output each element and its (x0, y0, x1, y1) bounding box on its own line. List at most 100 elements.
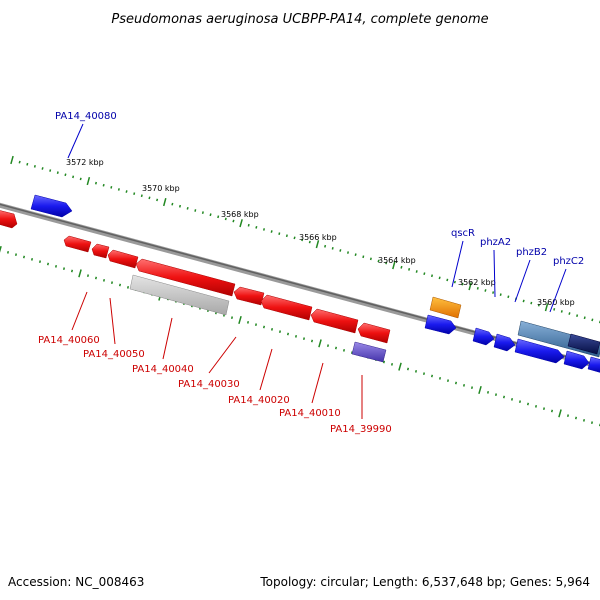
inner-tick-minor (310, 339, 314, 343)
label-PA14_40060[interactable]: PA14_40060 (38, 335, 100, 346)
outer-tick-major (86, 177, 91, 186)
label-PA14_40050[interactable]: PA14_40050 (83, 349, 145, 360)
inner-tick-minor (22, 255, 26, 259)
inner-tick-minor (30, 258, 34, 261)
gene-phzC2[interactable] (514, 338, 565, 364)
inner-tick-minor (438, 377, 442, 380)
inner-tick-minor (126, 286, 130, 289)
outer-tick-minor (102, 183, 105, 187)
inner-tick-major (78, 269, 82, 278)
outer-tick-minor (270, 230, 273, 233)
outer-tick-minor (408, 268, 411, 271)
inner-tick-minor (462, 384, 466, 387)
label-qscR[interactable]: qscR (451, 228, 475, 239)
gene-phzA2[interactable] (472, 327, 495, 346)
outer-tick-minor (64, 173, 67, 177)
gene-PA14_40050[interactable] (107, 249, 139, 269)
label-PA14_40030[interactable]: PA14_40030 (178, 379, 240, 390)
outer-tick-minor (507, 295, 510, 299)
ruler-label-3560: 3560 kbp (537, 298, 575, 307)
label-PA14_40020[interactable]: PA14_40020 (228, 395, 290, 406)
outer-tick-major (544, 303, 549, 312)
accession-text: Accession: NC_008463 (8, 575, 144, 589)
outer-tick-minor (110, 186, 113, 189)
inner-tick-minor (590, 421, 594, 424)
outer-tick-minor (171, 202, 174, 206)
outer-tick-minor (301, 238, 304, 242)
gene-reverse-edge[interactable] (0, 210, 18, 229)
inner-tick-major (318, 339, 322, 348)
map-title: Pseudomonas aeruginosa UCBPP-PA14, compl… (111, 12, 488, 27)
outer-tick-major (392, 261, 396, 270)
outer-tick-minor (438, 276, 441, 280)
gene-phzD2-navy[interactable] (567, 333, 600, 355)
gene-phzE2[interactable] (563, 350, 590, 370)
gene-PA14_40010[interactable] (310, 308, 359, 334)
label-phzC2[interactable]: phzC2 (553, 256, 584, 267)
outer-tick-minor (339, 249, 342, 252)
outer-ruler-ticks (10, 155, 600, 324)
outer-tick-minor (560, 310, 563, 313)
outer-tick-minor (492, 291, 495, 294)
inner-tick-minor (494, 393, 498, 396)
outer-tick-major (315, 240, 320, 249)
gene-phzF2[interactable] (587, 356, 600, 373)
inner-tick-major (238, 315, 242, 325)
label-PA14_39990[interactable]: PA14_39990 (330, 424, 392, 435)
outer-tick-minor (262, 228, 266, 231)
outer-tick-minor (41, 167, 44, 170)
inner-tick-minor (566, 414, 570, 417)
outer-tick-minor (530, 301, 533, 305)
outer-tick-minor (362, 255, 365, 259)
outer-tick-minor (453, 280, 456, 284)
gene-phzB2[interactable] (493, 333, 516, 352)
outer-tick-minor (18, 160, 21, 164)
gene-PA14_40055[interactable] (91, 243, 110, 259)
gene-qscR[interactable] (429, 296, 462, 319)
outer-tick-minor (201, 211, 204, 214)
gene-PA14_40060[interactable] (63, 235, 92, 253)
outer-tick-major (10, 155, 14, 165)
inner-tick-minor (6, 251, 10, 254)
inner-tick-minor (54, 265, 58, 268)
gene-PA14_39990[interactable] (351, 341, 387, 363)
outer-tick-minor (430, 274, 434, 278)
inner-tick-minor (382, 360, 386, 364)
inner-tick-major (398, 362, 402, 371)
inner-tick-minor (550, 409, 554, 413)
inner-tick-minor (14, 253, 18, 256)
outer-tick-minor (178, 204, 182, 208)
outer-tick-minor (293, 236, 296, 240)
label-phzB2[interactable]: phzB2 (516, 247, 547, 258)
label-PA14_40040[interactable]: PA14_40040 (132, 364, 194, 375)
gene-qscR-adjacent[interactable] (424, 314, 457, 335)
inner-tick-minor (342, 349, 346, 352)
outer-tick-minor (133, 192, 136, 195)
outer-tick-minor (522, 299, 525, 303)
label-PA14_40010[interactable]: PA14_40010 (279, 408, 341, 419)
inner-tick-minor (118, 283, 122, 287)
inner-tick-minor (326, 344, 330, 347)
outer-tick-minor (140, 194, 143, 198)
gene-PA14_40040-pseudo[interactable] (129, 274, 230, 316)
inner-tick-minor (582, 419, 586, 422)
outer-tick-minor (346, 251, 350, 254)
gene-PA14_40040[interactable] (135, 258, 236, 297)
outer-tick-minor (354, 253, 357, 257)
gene-PA14_40020[interactable] (260, 294, 313, 321)
inner-tick-minor (446, 379, 450, 382)
gene-PA14_40080[interactable] (30, 194, 73, 218)
inner-tick-minor (350, 351, 354, 354)
label-PA14_40080[interactable]: PA14_40080 (55, 111, 117, 122)
inner-tick-major (0, 245, 2, 253)
gene-PA14_40000[interactable] (357, 322, 391, 344)
outer-tick-minor (217, 215, 220, 219)
outer-tick-minor (553, 308, 556, 311)
inner-tick-minor (46, 262, 50, 266)
outer-tick-minor (49, 169, 52, 172)
gene-PA14_40030[interactable] (233, 286, 265, 306)
inner-tick-minor (454, 381, 458, 385)
inner-tick-minor (110, 281, 114, 284)
outer-tick-minor (72, 175, 75, 179)
label-phzA2[interactable]: phzA2 (480, 237, 511, 248)
